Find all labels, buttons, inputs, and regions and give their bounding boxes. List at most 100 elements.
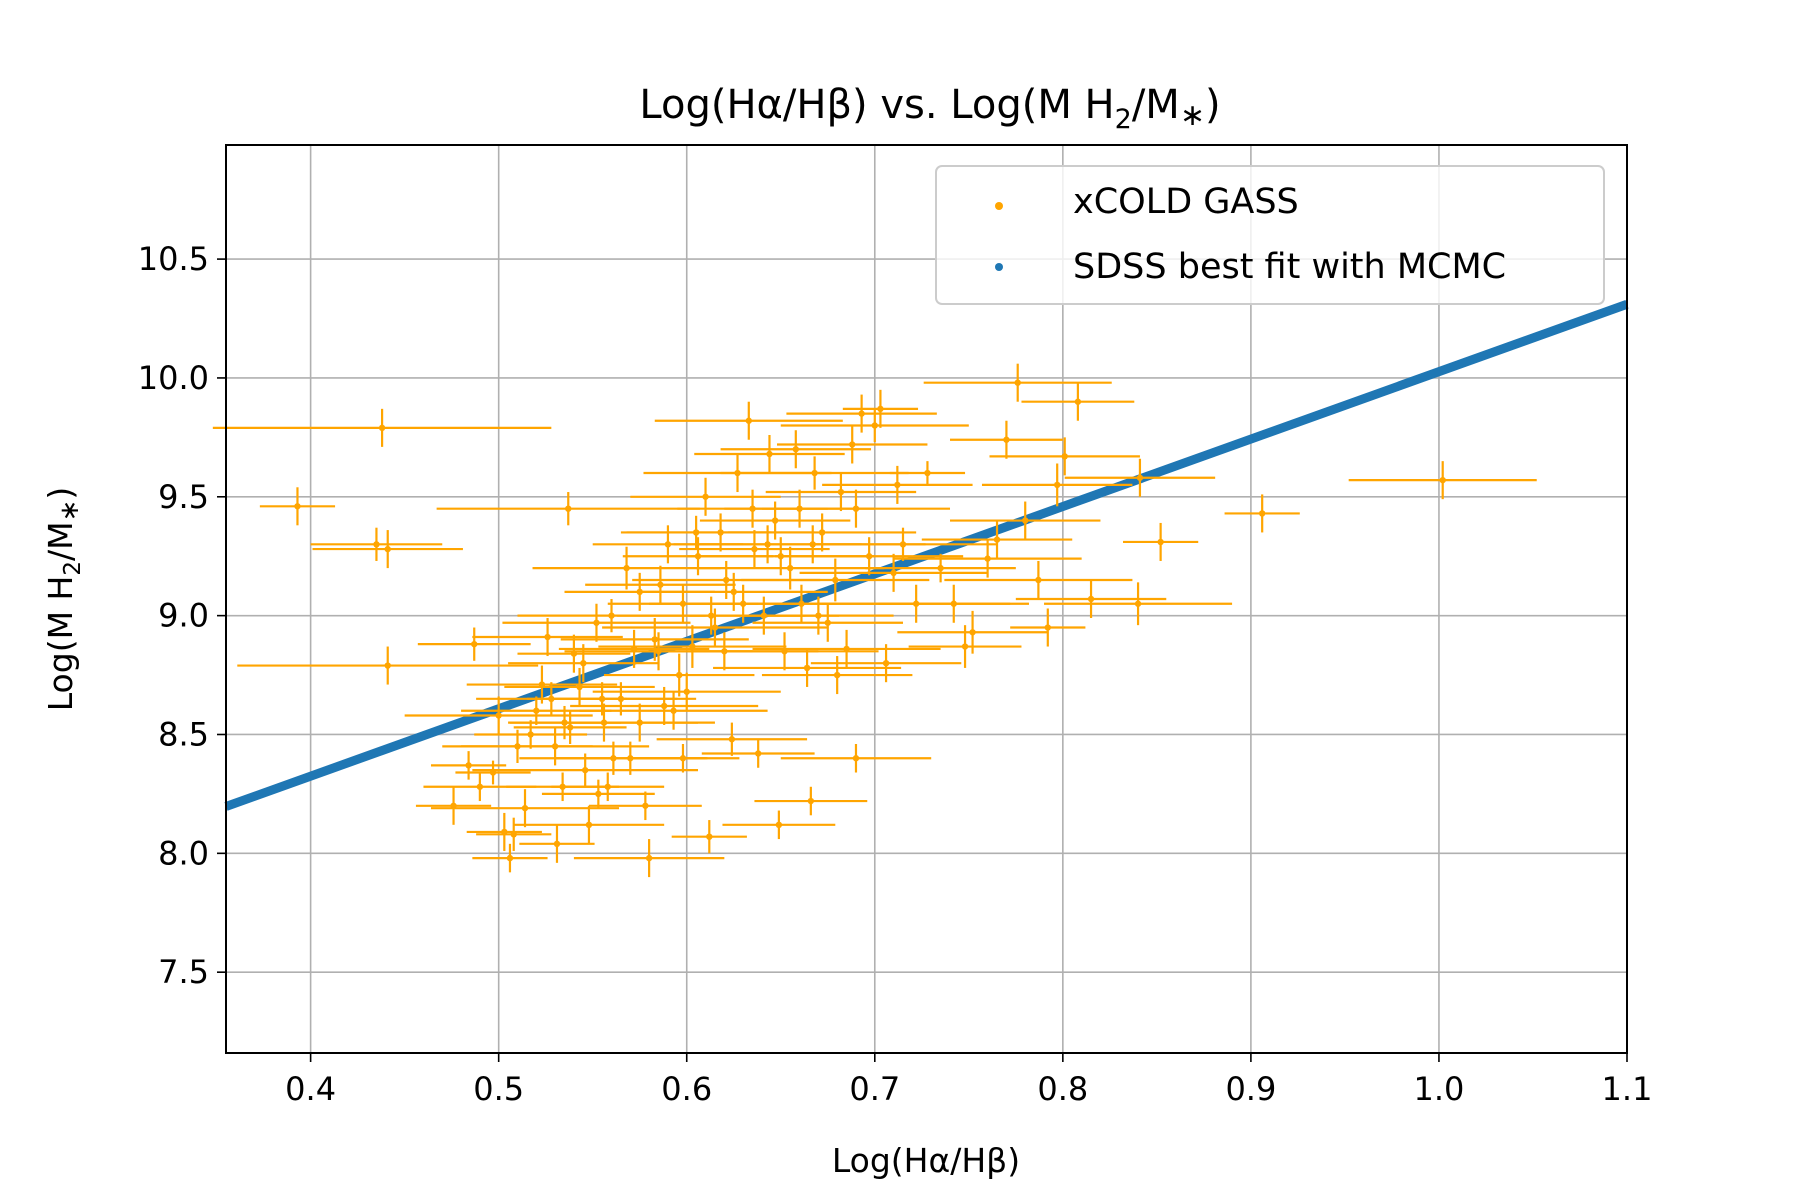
data-point-marker [585, 821, 593, 829]
data-point-marker [384, 545, 391, 553]
data-point-marker [711, 624, 719, 631]
xcold-gass-point [752, 629, 941, 668]
data-point-marker [984, 555, 991, 562]
data-point-marker [961, 643, 969, 650]
data-point-marker [777, 553, 784, 560]
xcold-gass-point [713, 648, 902, 687]
ylabel-main: Log(M H [41, 576, 80, 712]
data-point-marker [476, 783, 484, 790]
data-point-marker [796, 505, 803, 512]
xcold-gass-point [944, 560, 1133, 599]
x-tick-label: 0.6 [661, 1070, 712, 1108]
data-point-marker [792, 446, 800, 453]
data-point-marker [843, 645, 850, 653]
xcold-gass-point [752, 603, 903, 642]
xcold-gass-point [908, 625, 1022, 668]
data-point-marker [657, 581, 664, 588]
xcold-gass-point [1123, 522, 1199, 561]
data-point-marker [521, 804, 529, 812]
xcold-gass-point [573, 839, 725, 878]
xcold-gass-point [893, 539, 1082, 578]
xcold-gass-point [476, 682, 627, 716]
data-point-marker [604, 783, 611, 790]
xcold-gass-point [1010, 608, 1086, 647]
xcold-gass-point [417, 627, 531, 661]
xcold-gass-point [722, 810, 836, 840]
data-point-marker [642, 802, 649, 809]
x-tick-label: 1.1 [1602, 1070, 1653, 1108]
data-point-marker [832, 576, 839, 584]
x-tick-label: 0.7 [849, 1070, 900, 1108]
title-close: ) [1205, 82, 1221, 128]
data-point-marker [608, 612, 615, 619]
x-tick-label: 0.4 [285, 1070, 336, 1108]
data-point-marker [664, 541, 672, 548]
data-point-marker [655, 648, 662, 655]
data-point-marker [384, 662, 391, 669]
data-point-marker [837, 488, 845, 496]
data-point-marker [683, 688, 690, 695]
data-point-marker [849, 441, 856, 448]
xcold-gass-point [654, 401, 843, 440]
legend-marker-sdss-fit [995, 263, 1003, 271]
xcold-gass-point [617, 596, 806, 635]
xcold-gass-point [472, 843, 548, 873]
xcold-gass-point [1044, 582, 1233, 626]
data-point-marker [645, 854, 653, 862]
xcold-gass-point [560, 618, 749, 661]
data-point-marker [877, 405, 884, 413]
data-point-marker [937, 564, 944, 572]
data-point-marker [1136, 474, 1144, 481]
data-point-marker [706, 833, 713, 840]
plot-data [212, 300, 1629, 878]
data-point-marker [465, 762, 472, 769]
data-point-marker [771, 517, 779, 524]
data-point-marker [809, 541, 816, 548]
xcold-gass-point [694, 434, 845, 474]
data-point-marker [506, 854, 514, 862]
data-point-marker [373, 541, 380, 548]
data-point-marker [969, 629, 976, 636]
data-point-marker [754, 750, 762, 757]
data-point-marker [692, 529, 700, 536]
data-point-marker [1053, 481, 1061, 489]
xcold-gass-point [950, 501, 1101, 540]
y-tick-label: 9.0 [158, 597, 209, 635]
xcold-gass-point [603, 653, 755, 697]
xcold-gass-point [696, 546, 885, 590]
xcold-gass-point [259, 487, 336, 526]
x-tick-label: 0.9 [1225, 1070, 1276, 1108]
xcold-gass-point [588, 791, 702, 821]
xcold-gass-point [1015, 579, 1167, 619]
x-axis-label: Log(Hα/Hβ) [832, 1141, 1020, 1180]
ylabel-subscript: 2 [60, 561, 86, 576]
xcold-gass-point [237, 646, 539, 685]
xcold-gass-point [564, 632, 753, 671]
data-point-marker [1014, 379, 1021, 386]
data-point-marker [824, 619, 831, 626]
xcold-gass-point [474, 720, 588, 749]
data-point-marker [378, 424, 386, 432]
data-point-marker [882, 659, 890, 667]
title-subscript: 2 [1115, 104, 1132, 135]
xcold-gass-point [212, 408, 552, 447]
xcold-gass-point [436, 492, 700, 526]
data-point-marker [510, 831, 517, 838]
y-tick-label: 8.5 [158, 715, 209, 753]
title-star: ∗ [1180, 98, 1205, 133]
data-point-marker [561, 719, 568, 726]
xcold-gass-point [761, 656, 913, 695]
xcold-gass-point [472, 618, 623, 657]
data-point-marker [544, 633, 551, 641]
data-point-marker [730, 588, 737, 596]
ylabel-rest: /M [41, 521, 80, 561]
xcold-gass-point [741, 558, 930, 602]
data-point-marker [871, 422, 878, 429]
xcold-gass-point [765, 473, 917, 512]
xcold-gass-point [822, 465, 973, 504]
y-tick-label: 8.0 [158, 834, 209, 872]
xcold-gass-point [519, 824, 595, 863]
data-point-marker [294, 503, 301, 510]
data-point-marker [565, 505, 572, 512]
data-point-marker [723, 576, 730, 584]
